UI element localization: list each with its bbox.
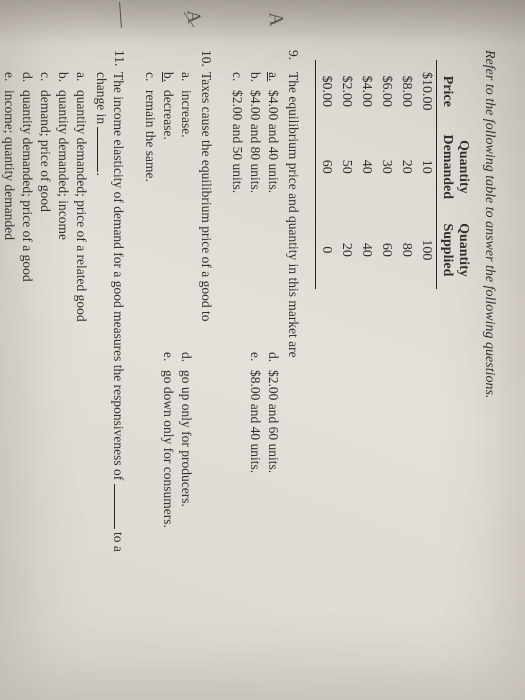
question-10: 10. Taxes cause the equilibrium price of… bbox=[141, 50, 214, 682]
col-price: Price bbox=[437, 60, 474, 123]
question-9: 9. The equilibrium price and quantity in… bbox=[228, 50, 301, 682]
q9-stem: The equilibrium price and quantity in th… bbox=[286, 72, 301, 358]
handwritten-blank-icon bbox=[119, 2, 122, 28]
q9-number: 9. bbox=[285, 50, 301, 60]
table-row: $6.003060 bbox=[376, 60, 396, 289]
q11-number: 11. bbox=[111, 50, 127, 66]
q11-choice-c: c.demand; price of good bbox=[36, 72, 54, 322]
question-11: 11. The income elasticity of demand for … bbox=[0, 50, 127, 682]
handwritten-mark-icon: A bbox=[264, 11, 288, 27]
q9-choice-c: c.$2.00 and 50 units. bbox=[228, 72, 246, 352]
table-row: $8.002080 bbox=[396, 60, 416, 289]
q11-choice-e: e.income; quantity demanded bbox=[0, 72, 18, 322]
q10-choice-c: c.remain the same. bbox=[141, 72, 159, 352]
q10-choice-d: d.go up only for producers. bbox=[177, 352, 195, 528]
instruction-text: Refer to the following table to answer t… bbox=[481, 50, 497, 682]
table-row: $0.00600 bbox=[316, 60, 337, 289]
q9-choice-b: b.$4.00 and 80 units. bbox=[246, 72, 264, 352]
q10-choice-a: a.increase. bbox=[177, 72, 195, 352]
q10-choice-e: e.go down only for consumers. bbox=[159, 352, 177, 528]
blank-2 bbox=[97, 127, 110, 172]
col-demanded: QuantityDemanded bbox=[437, 123, 474, 212]
q11-choice-d: d.quantity demanded; price of a good bbox=[18, 72, 36, 322]
q11-choice-b: b.quantity demanded; income bbox=[54, 72, 72, 322]
q10-stem: Taxes cause the equilibrium price of a g… bbox=[199, 72, 214, 321]
blank-1 bbox=[114, 484, 127, 529]
table-row: $10.0010100 bbox=[416, 60, 437, 289]
q10-number: 10. bbox=[198, 50, 214, 67]
q9-choice-d: d.$2.00 and 60 units. bbox=[264, 352, 282, 473]
q9-choice-e: e.$8.00 and 40 units. bbox=[246, 352, 264, 473]
q11-choice-a: a.quantity demanded; price of a related … bbox=[72, 72, 90, 322]
table-row: $4.004040 bbox=[356, 60, 376, 289]
price-quantity-table: Price QuantityDemanded QuantitySupplied … bbox=[315, 60, 473, 289]
q10-choice-b: b.decrease. bbox=[159, 72, 177, 352]
q11-stem: The income elasticity of demand for a go… bbox=[94, 72, 126, 552]
table-row: $2.005020 bbox=[336, 60, 356, 289]
col-supplied: QuantitySupplied bbox=[437, 211, 474, 289]
q9-choice-a: a.$4.00 and 40 units. bbox=[264, 72, 282, 352]
